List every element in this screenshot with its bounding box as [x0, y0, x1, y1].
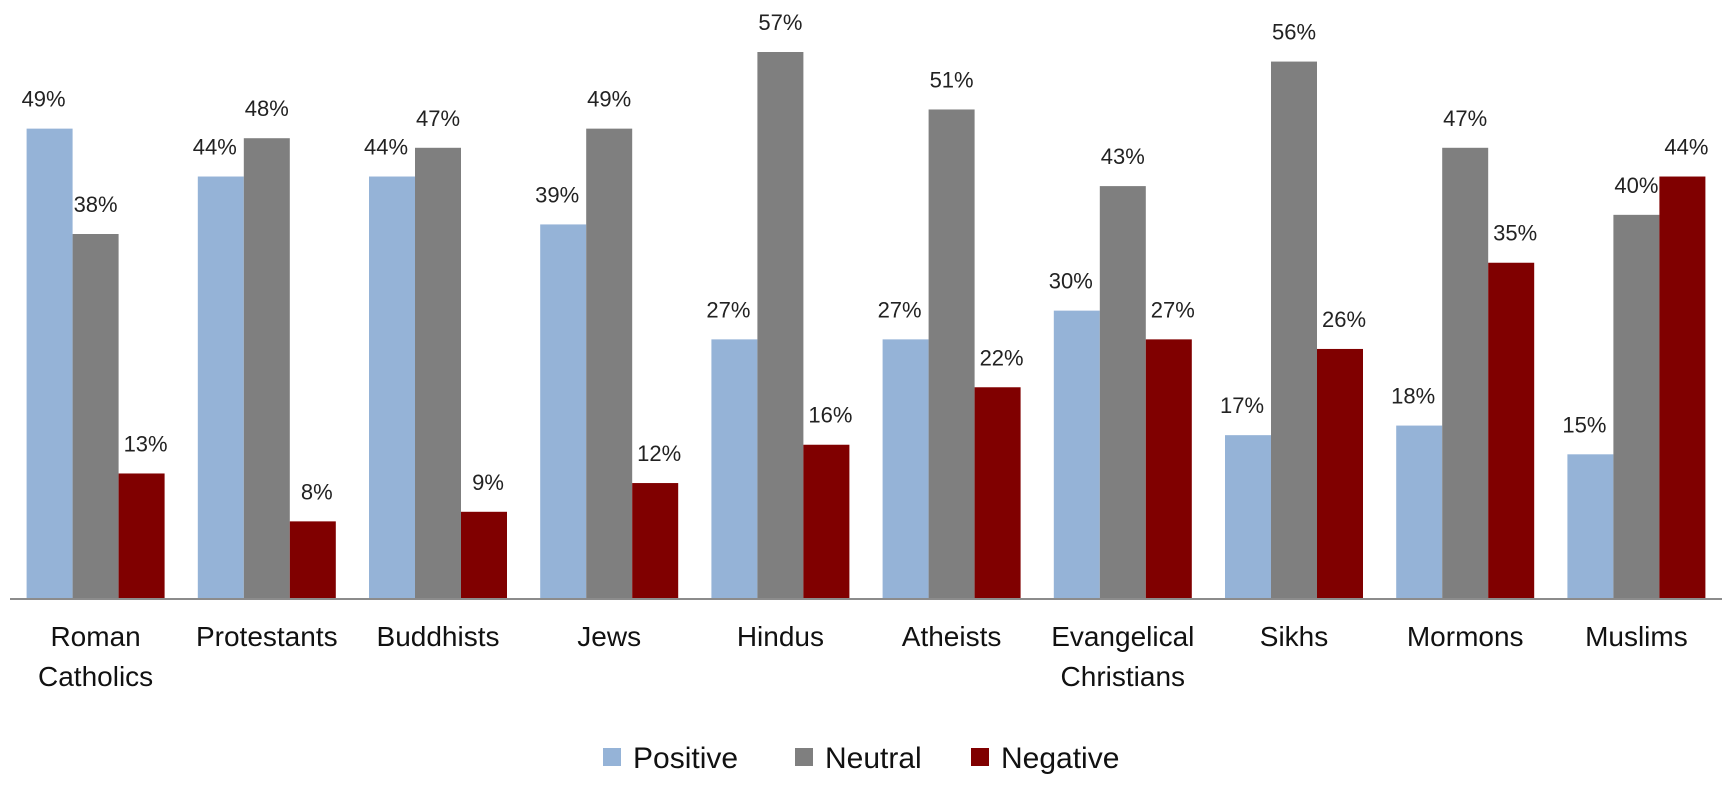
data-label-negative-1: 8% [301, 479, 333, 504]
category-label-line: Mormons [1407, 621, 1524, 652]
bar-neutral-9 [1613, 214, 1660, 598]
bar-negative-6 [1145, 339, 1192, 598]
bar-negative-2 [461, 511, 507, 598]
bar-negative-1 [289, 521, 336, 598]
category-label-7: Sikhs [1260, 621, 1328, 652]
category-label-line: Sikhs [1260, 621, 1328, 652]
data-label-neutral-2: 47% [416, 106, 460, 131]
category-label-8: Mormons [1407, 621, 1524, 652]
bar-negative-0 [118, 473, 165, 598]
category-label-2: Buddhists [377, 621, 500, 652]
data-label-positive-6: 30% [1049, 269, 1093, 294]
data-label-neutral-0: 38% [74, 192, 118, 217]
category-label-5: Atheists [902, 621, 1002, 652]
bar-positive-2 [369, 176, 415, 599]
legend-swatch-neutral [795, 748, 813, 766]
category-label-3: Jews [577, 621, 641, 652]
data-label-neutral-1: 48% [245, 96, 289, 121]
data-label-negative-5: 22% [980, 345, 1024, 370]
category-label-line: Muslims [1585, 621, 1688, 652]
category-label-6: Evangelical Christians [1051, 621, 1194, 692]
data-label-negative-3: 12% [637, 441, 681, 466]
bar-negative-8 [1488, 262, 1535, 598]
bar-positive-7 [1225, 435, 1271, 598]
legend-label-negative: Negative [1001, 742, 1119, 775]
legend-swatch-negative [971, 748, 989, 766]
data-label-positive-0: 49% [22, 87, 66, 112]
data-label-positive-7: 17% [1220, 393, 1264, 418]
category-label-0: Roman Catholics [38, 621, 153, 692]
bar-positive-5 [882, 339, 929, 598]
bar-neutral-0 [72, 234, 119, 598]
legend-swatch-positive [603, 748, 621, 766]
bar-positive-0 [26, 128, 73, 598]
bar-neutral-4 [757, 52, 804, 598]
bar-positive-1 [197, 176, 244, 599]
data-label-positive-3: 39% [535, 182, 579, 207]
data-label-neutral-5: 51% [930, 67, 974, 92]
category-label-line: Hindus [737, 621, 824, 652]
bar-neutral-6 [1099, 186, 1146, 598]
data-label-positive-4: 27% [706, 297, 750, 322]
category-label-line: Protestants [196, 621, 338, 652]
data-label-positive-1: 44% [193, 135, 237, 160]
data-label-positive-5: 27% [878, 297, 922, 322]
legend: Positive Neutral Negative [603, 742, 1119, 775]
data-label-negative-9: 44% [1664, 135, 1708, 160]
data-label-neutral-9: 40% [1614, 173, 1658, 198]
data-label-positive-2: 44% [364, 135, 408, 160]
bar-negative-7 [1317, 348, 1363, 598]
bar-neutral-5 [928, 109, 975, 598]
data-label-neutral-7: 56% [1272, 20, 1316, 45]
category-label-1: Protestants [196, 621, 338, 652]
bar-neutral-3 [586, 128, 633, 598]
data-label-negative-7: 26% [1322, 307, 1366, 332]
bar-positive-8 [1396, 425, 1443, 598]
category-label-line: Catholics [38, 661, 153, 692]
data-label-negative-0: 13% [124, 431, 168, 456]
legend-label-neutral: Neutral [825, 742, 922, 775]
bar-neutral-8 [1442, 147, 1489, 598]
category-label-4: Hindus [737, 621, 824, 652]
bar-neutral-7 [1271, 61, 1317, 598]
category-label-line: Roman [50, 621, 140, 652]
bar-positive-9 [1567, 454, 1614, 598]
bar-negative-4 [803, 444, 850, 598]
data-label-negative-4: 16% [808, 403, 852, 428]
data-labels-layer: 49% 38% 13% 44% 48% 8% 44% 47% 9% 39% 49% 12% 27% 57%… [22, 10, 1709, 504]
data-label-neutral-4: 57% [758, 10, 802, 35]
data-label-negative-6: 27% [1151, 297, 1195, 322]
data-label-positive-9: 15% [1562, 412, 1606, 437]
bars-layer [26, 52, 1706, 599]
category-labels-layer: Roman Catholics Protestants Buddhists Jews Hi… [38, 621, 1688, 692]
bar-positive-6 [1053, 310, 1100, 598]
bar-negative-5 [974, 387, 1021, 598]
category-label-line: Christians [1061, 661, 1185, 692]
bar-positive-4 [711, 339, 758, 598]
data-label-neutral-3: 49% [587, 87, 631, 112]
data-label-neutral-6: 43% [1101, 144, 1145, 169]
category-label-line: Buddhists [377, 621, 500, 652]
bar-positive-3 [540, 224, 587, 598]
data-label-negative-2: 9% [472, 470, 504, 495]
bar-negative-9 [1659, 176, 1706, 599]
category-label-line: Jews [577, 621, 641, 652]
bar-neutral-2 [415, 147, 461, 598]
bar-negative-3 [632, 483, 679, 598]
bar-neutral-1 [243, 138, 290, 599]
category-label-line: Evangelical [1051, 621, 1194, 652]
data-label-neutral-8: 47% [1443, 106, 1487, 131]
category-label-line: Atheists [902, 621, 1002, 652]
category-label-9: Muslims [1585, 621, 1688, 652]
data-label-positive-8: 18% [1391, 384, 1435, 409]
legend-label-positive: Positive [633, 742, 738, 775]
data-label-negative-8: 35% [1493, 221, 1537, 246]
